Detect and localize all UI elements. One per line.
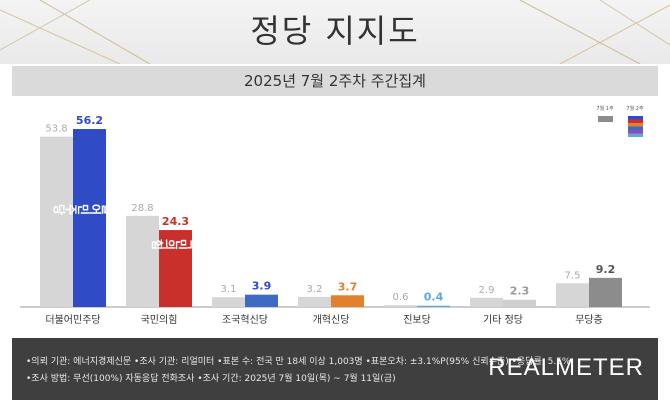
legend-prev-label: 7월 1주 bbox=[596, 105, 614, 112]
value-label-curr-0: 56.2 bbox=[76, 114, 103, 127]
value-label-curr-5: 2.3 bbox=[510, 285, 530, 298]
bar-curr-4 bbox=[417, 305, 450, 307]
value-label-prev-4: 0.6 bbox=[393, 292, 409, 303]
category-label-5: 기타 정당 bbox=[483, 314, 523, 326]
bar-prev-1 bbox=[126, 215, 159, 307]
bar-prev-3 bbox=[298, 296, 331, 307]
legend-curr-stripe-2 bbox=[628, 123, 643, 127]
legend-curr-stripe-3 bbox=[628, 126, 643, 130]
legend-curr-stripe-1 bbox=[628, 119, 643, 123]
survey-period-bar: 2025년 7월 2주차 주간집계 bbox=[12, 66, 658, 96]
category-label-1: 국민의힘 bbox=[141, 314, 178, 326]
category-label-0: 더불어민주당 bbox=[45, 314, 100, 326]
bar-prev-4 bbox=[384, 305, 417, 307]
category-label-6: 무당층 bbox=[575, 314, 603, 326]
party-logo-1: 국민의힘 bbox=[151, 237, 200, 251]
bar-curr-0 bbox=[73, 129, 106, 307]
legend-curr-label: 7월 2주 bbox=[626, 105, 644, 112]
value-label-prev-6: 7.5 bbox=[565, 270, 581, 281]
value-label-curr-4: 0.4 bbox=[424, 291, 444, 304]
bar-curr-1 bbox=[159, 230, 192, 307]
header-banner: 정당 지지도 bbox=[0, 0, 670, 64]
value-label-prev-1: 28.8 bbox=[131, 203, 153, 214]
footer-line-2: •조사 방법: 무선(100%) 자동응답 전화조사 •조사 기간: 2025년… bbox=[26, 374, 396, 384]
footer-line-1: •의뢰 기관: 에너지경제신문 •조사 기관: 리얼미터 •표본 수: 전국 만… bbox=[26, 357, 571, 367]
bar-prev-0 bbox=[40, 136, 73, 307]
value-label-prev-5: 2.9 bbox=[479, 285, 495, 296]
category-label-4: 진보당 bbox=[403, 314, 431, 326]
value-label-prev-0: 53.8 bbox=[45, 124, 67, 135]
gold-lines-decoration bbox=[0, 0, 670, 64]
value-label-prev-2: 3.1 bbox=[221, 284, 237, 295]
bar-curr-5 bbox=[503, 299, 536, 307]
bar-prev-6 bbox=[556, 283, 589, 307]
page-title: 정당 지지도 bbox=[250, 12, 420, 50]
bar-prev-2 bbox=[212, 297, 245, 307]
value-label-curr-3: 3.7 bbox=[338, 280, 358, 293]
legend-curr-stripe-4 bbox=[628, 130, 643, 134]
value-label-curr-1: 24.3 bbox=[162, 215, 189, 228]
value-label-prev-3: 3.2 bbox=[307, 284, 323, 295]
footer-notes: •의뢰 기관: 에너지경제신문 •조사 기관: 리얼미터 •표본 수: 전국 만… bbox=[12, 338, 658, 400]
value-label-curr-2: 3.9 bbox=[252, 280, 272, 293]
party-support-chart: 53.8 56.2 더불어민주당 28.8 24.3 국민의힘 3.1 3.9 조국혁신당 3.2… bbox=[20, 105, 650, 326]
realmeter-logo: REALMETER bbox=[488, 354, 644, 381]
category-label-3: 개혁신당 bbox=[313, 314, 350, 326]
value-label-curr-6: 9.2 bbox=[596, 263, 616, 276]
category-label-2: 조국혁신당 bbox=[222, 314, 268, 326]
bar-curr-6 bbox=[589, 277, 622, 307]
legend-curr-stripe-0 bbox=[628, 116, 643, 120]
bar-curr-2 bbox=[245, 294, 278, 307]
legend-curr-stripe-5 bbox=[628, 133, 643, 137]
party-logo-0: 더불어민주당 bbox=[53, 202, 127, 216]
bar-curr-3 bbox=[331, 295, 364, 307]
legend-prev-swatch bbox=[598, 116, 613, 122]
bar-prev-5 bbox=[470, 297, 503, 307]
